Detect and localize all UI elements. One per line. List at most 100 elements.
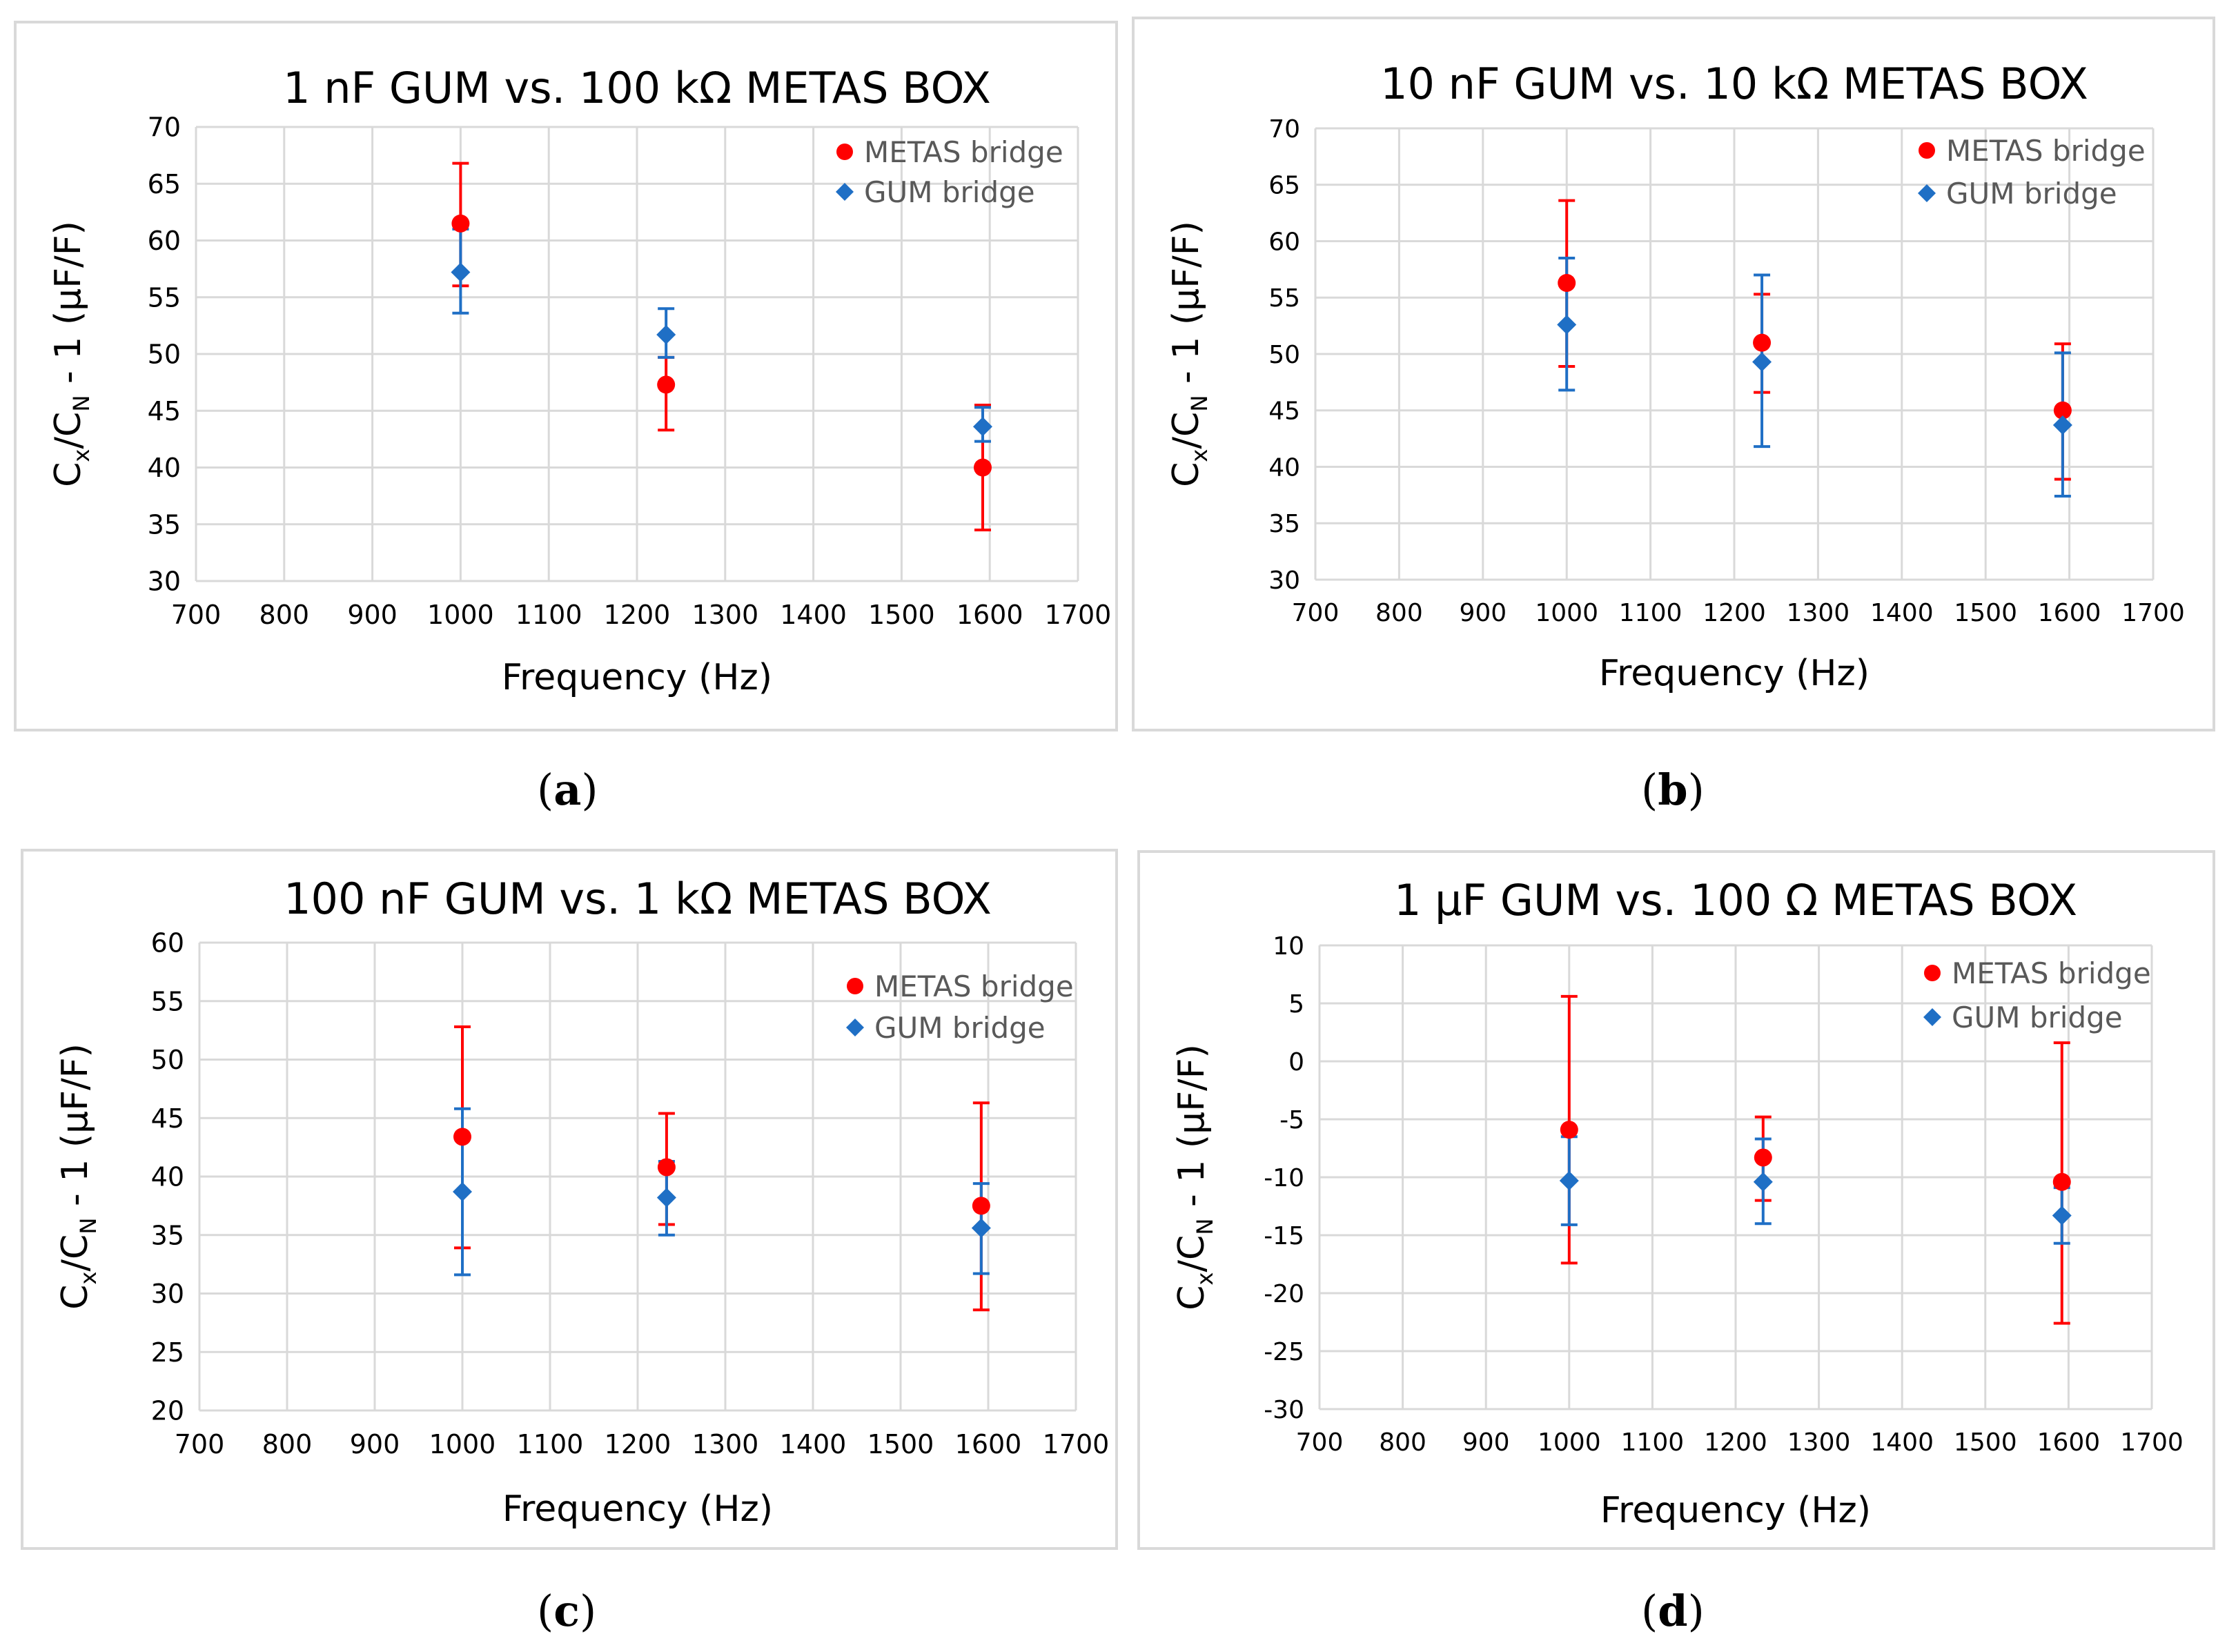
y-tick-label: 70 bbox=[1268, 115, 1300, 144]
metas-point bbox=[1558, 273, 1576, 292]
x-tick-label: 1000 bbox=[427, 600, 494, 630]
y-tick-label: 40 bbox=[148, 453, 181, 483]
y-label-sub-x: x bbox=[75, 1272, 101, 1285]
x-tick-label: 1400 bbox=[1870, 1428, 1934, 1457]
chart-panel-b: 700 800 900 1000 1100 1200 1300 1400 1500 1600 170… bbox=[1132, 17, 2215, 731]
caption-d-close: ) bbox=[1687, 1586, 1705, 1636]
y-tick-label: 0 bbox=[1288, 1048, 1304, 1076]
x-tick-label: 1200 bbox=[605, 1429, 671, 1459]
caption-d-letter: d bbox=[1658, 1586, 1688, 1636]
y-label-mid: /C bbox=[48, 412, 89, 449]
y-label-mid: /C bbox=[1166, 412, 1207, 449]
metas-point bbox=[2052, 1172, 2071, 1191]
y-label-sub-x: x bbox=[1186, 449, 1213, 462]
y-tick-label: 60 bbox=[1268, 228, 1300, 256]
x-tick-label: 1500 bbox=[868, 600, 935, 630]
metas-point bbox=[453, 1128, 471, 1146]
gum-point bbox=[971, 1218, 991, 1238]
y-tick-label: 55 bbox=[151, 986, 184, 1016]
caption-b-close: ) bbox=[1687, 765, 1705, 815]
caption-a-letter: a bbox=[553, 765, 582, 815]
caption-b-open: ( bbox=[1641, 765, 1658, 815]
legend-metas-icon bbox=[1924, 965, 1941, 981]
x-tick-label: 1100 bbox=[1621, 1428, 1685, 1457]
y-tick-label: 55 bbox=[1268, 284, 1300, 313]
caption-c: (c) bbox=[537, 1586, 596, 1636]
caption-a: (a) bbox=[537, 765, 598, 815]
y-label-main: C bbox=[1171, 1286, 1213, 1310]
metas-point bbox=[972, 1197, 990, 1215]
y-tick-label: 35 bbox=[148, 509, 181, 540]
x-tick-label: 1300 bbox=[691, 600, 758, 630]
legend-metas-label: METAS bridge bbox=[1952, 956, 2151, 990]
y-tick-label: 40 bbox=[151, 1162, 184, 1192]
chart-c-svg: 700 800 900 1000 1100 1200 1300 1400 1500 1600 170… bbox=[55, 874, 1110, 1530]
y-tick-label: 65 bbox=[148, 169, 181, 199]
caption-a-open: ( bbox=[537, 765, 554, 815]
y-label-sub-x: x bbox=[68, 449, 95, 462]
x-tick-label: 1300 bbox=[1787, 1428, 1851, 1457]
x-tick-label: 1700 bbox=[2120, 1428, 2184, 1457]
y-tick-label: -30 bbox=[1264, 1396, 1304, 1424]
x-tick-label: 700 bbox=[1296, 1428, 1344, 1457]
x-tick-label: 700 bbox=[171, 600, 222, 630]
y-label-rest: - 1 (µF/F) bbox=[1171, 1044, 1213, 1218]
y-axis-label: Cx/CN - 1 (µF/F) bbox=[1166, 221, 1213, 487]
y-tick-label: 35 bbox=[1268, 510, 1300, 538]
gum-point bbox=[1559, 1171, 1579, 1191]
metas-point bbox=[973, 458, 992, 477]
y-tick-label: 25 bbox=[151, 1337, 184, 1368]
y-tick-label: 45 bbox=[148, 396, 181, 426]
x-tick-label: 800 bbox=[259, 600, 310, 630]
chart-panel-d: 700 800 900 1000 1100 1200 1300 1400 1500 1600 170… bbox=[1137, 850, 2215, 1550]
chart-title: 1 nF GUM vs. 100 kΩ METAS BOX bbox=[283, 63, 991, 113]
gum-point bbox=[451, 262, 471, 282]
chart-title: 1 µF GUM vs. 100 Ω METAS BOX bbox=[1394, 875, 2077, 925]
gum-point bbox=[453, 1182, 472, 1202]
legend-gum-label: GUM bridge bbox=[864, 175, 1035, 209]
x-tick-label: 900 bbox=[347, 600, 398, 630]
caption-d: (d) bbox=[1641, 1586, 1705, 1636]
gum-point bbox=[1752, 352, 1772, 372]
gum-point bbox=[2052, 1206, 2072, 1226]
y-tick-label: 45 bbox=[151, 1103, 184, 1134]
x-tick-label: 1200 bbox=[1704, 1428, 1767, 1457]
y-tick-label: 45 bbox=[1268, 397, 1300, 426]
y-label-rest: - 1 (µF/F) bbox=[55, 1043, 96, 1217]
x-tick-label: 900 bbox=[1459, 599, 1507, 627]
y-tick-label: 10 bbox=[1273, 932, 1304, 961]
y-label-main: C bbox=[1166, 462, 1207, 487]
y-label-sub-n: N bbox=[1192, 1219, 1218, 1235]
gum-point bbox=[656, 325, 676, 345]
x-tick-label: 1700 bbox=[1045, 600, 1112, 630]
x-tick-label: 1300 bbox=[1787, 599, 1850, 627]
legend-gum-icon bbox=[846, 1019, 864, 1036]
x-tick-label: 1600 bbox=[2038, 599, 2101, 627]
legend-gum-icon bbox=[1918, 184, 1936, 202]
y-label-mid: /C bbox=[55, 1235, 96, 1272]
caption-b-letter: b bbox=[1658, 765, 1688, 815]
x-tick-label: 1400 bbox=[1870, 599, 1934, 627]
y-tick-label: -10 bbox=[1264, 1164, 1304, 1192]
legend-gum-icon bbox=[1923, 1008, 1941, 1026]
y-label-mid: /C bbox=[1171, 1235, 1213, 1272]
y-tick-label: 55 bbox=[148, 282, 181, 313]
caption-a-close: ) bbox=[581, 765, 598, 815]
chart-panel-c: 700 800 900 1000 1100 1200 1300 1400 1500 1600 170… bbox=[21, 849, 1118, 1550]
x-tick-label: 900 bbox=[1462, 1428, 1510, 1457]
x-tick-label: 1400 bbox=[780, 600, 847, 630]
x-tick-label: 1100 bbox=[1619, 599, 1682, 627]
metas-point bbox=[1754, 1148, 1772, 1167]
legend-metas-label: METAS bridge bbox=[874, 970, 1074, 1003]
x-tick-label: 800 bbox=[1379, 1428, 1426, 1457]
gum-point bbox=[656, 1188, 676, 1208]
y-label-sub-n: N bbox=[75, 1218, 101, 1235]
x-tick-label: 1700 bbox=[1043, 1429, 1110, 1459]
x-tick-label: 1300 bbox=[692, 1429, 759, 1459]
y-label-rest: - 1 (µF/F) bbox=[48, 221, 89, 395]
x-tick-label: 1600 bbox=[956, 600, 1023, 630]
y-label-sub-n: N bbox=[1186, 395, 1213, 412]
y-tick-label: -25 bbox=[1264, 1338, 1304, 1366]
x-tick-label: 1500 bbox=[867, 1429, 934, 1459]
x-tick-label: 1200 bbox=[604, 600, 671, 630]
